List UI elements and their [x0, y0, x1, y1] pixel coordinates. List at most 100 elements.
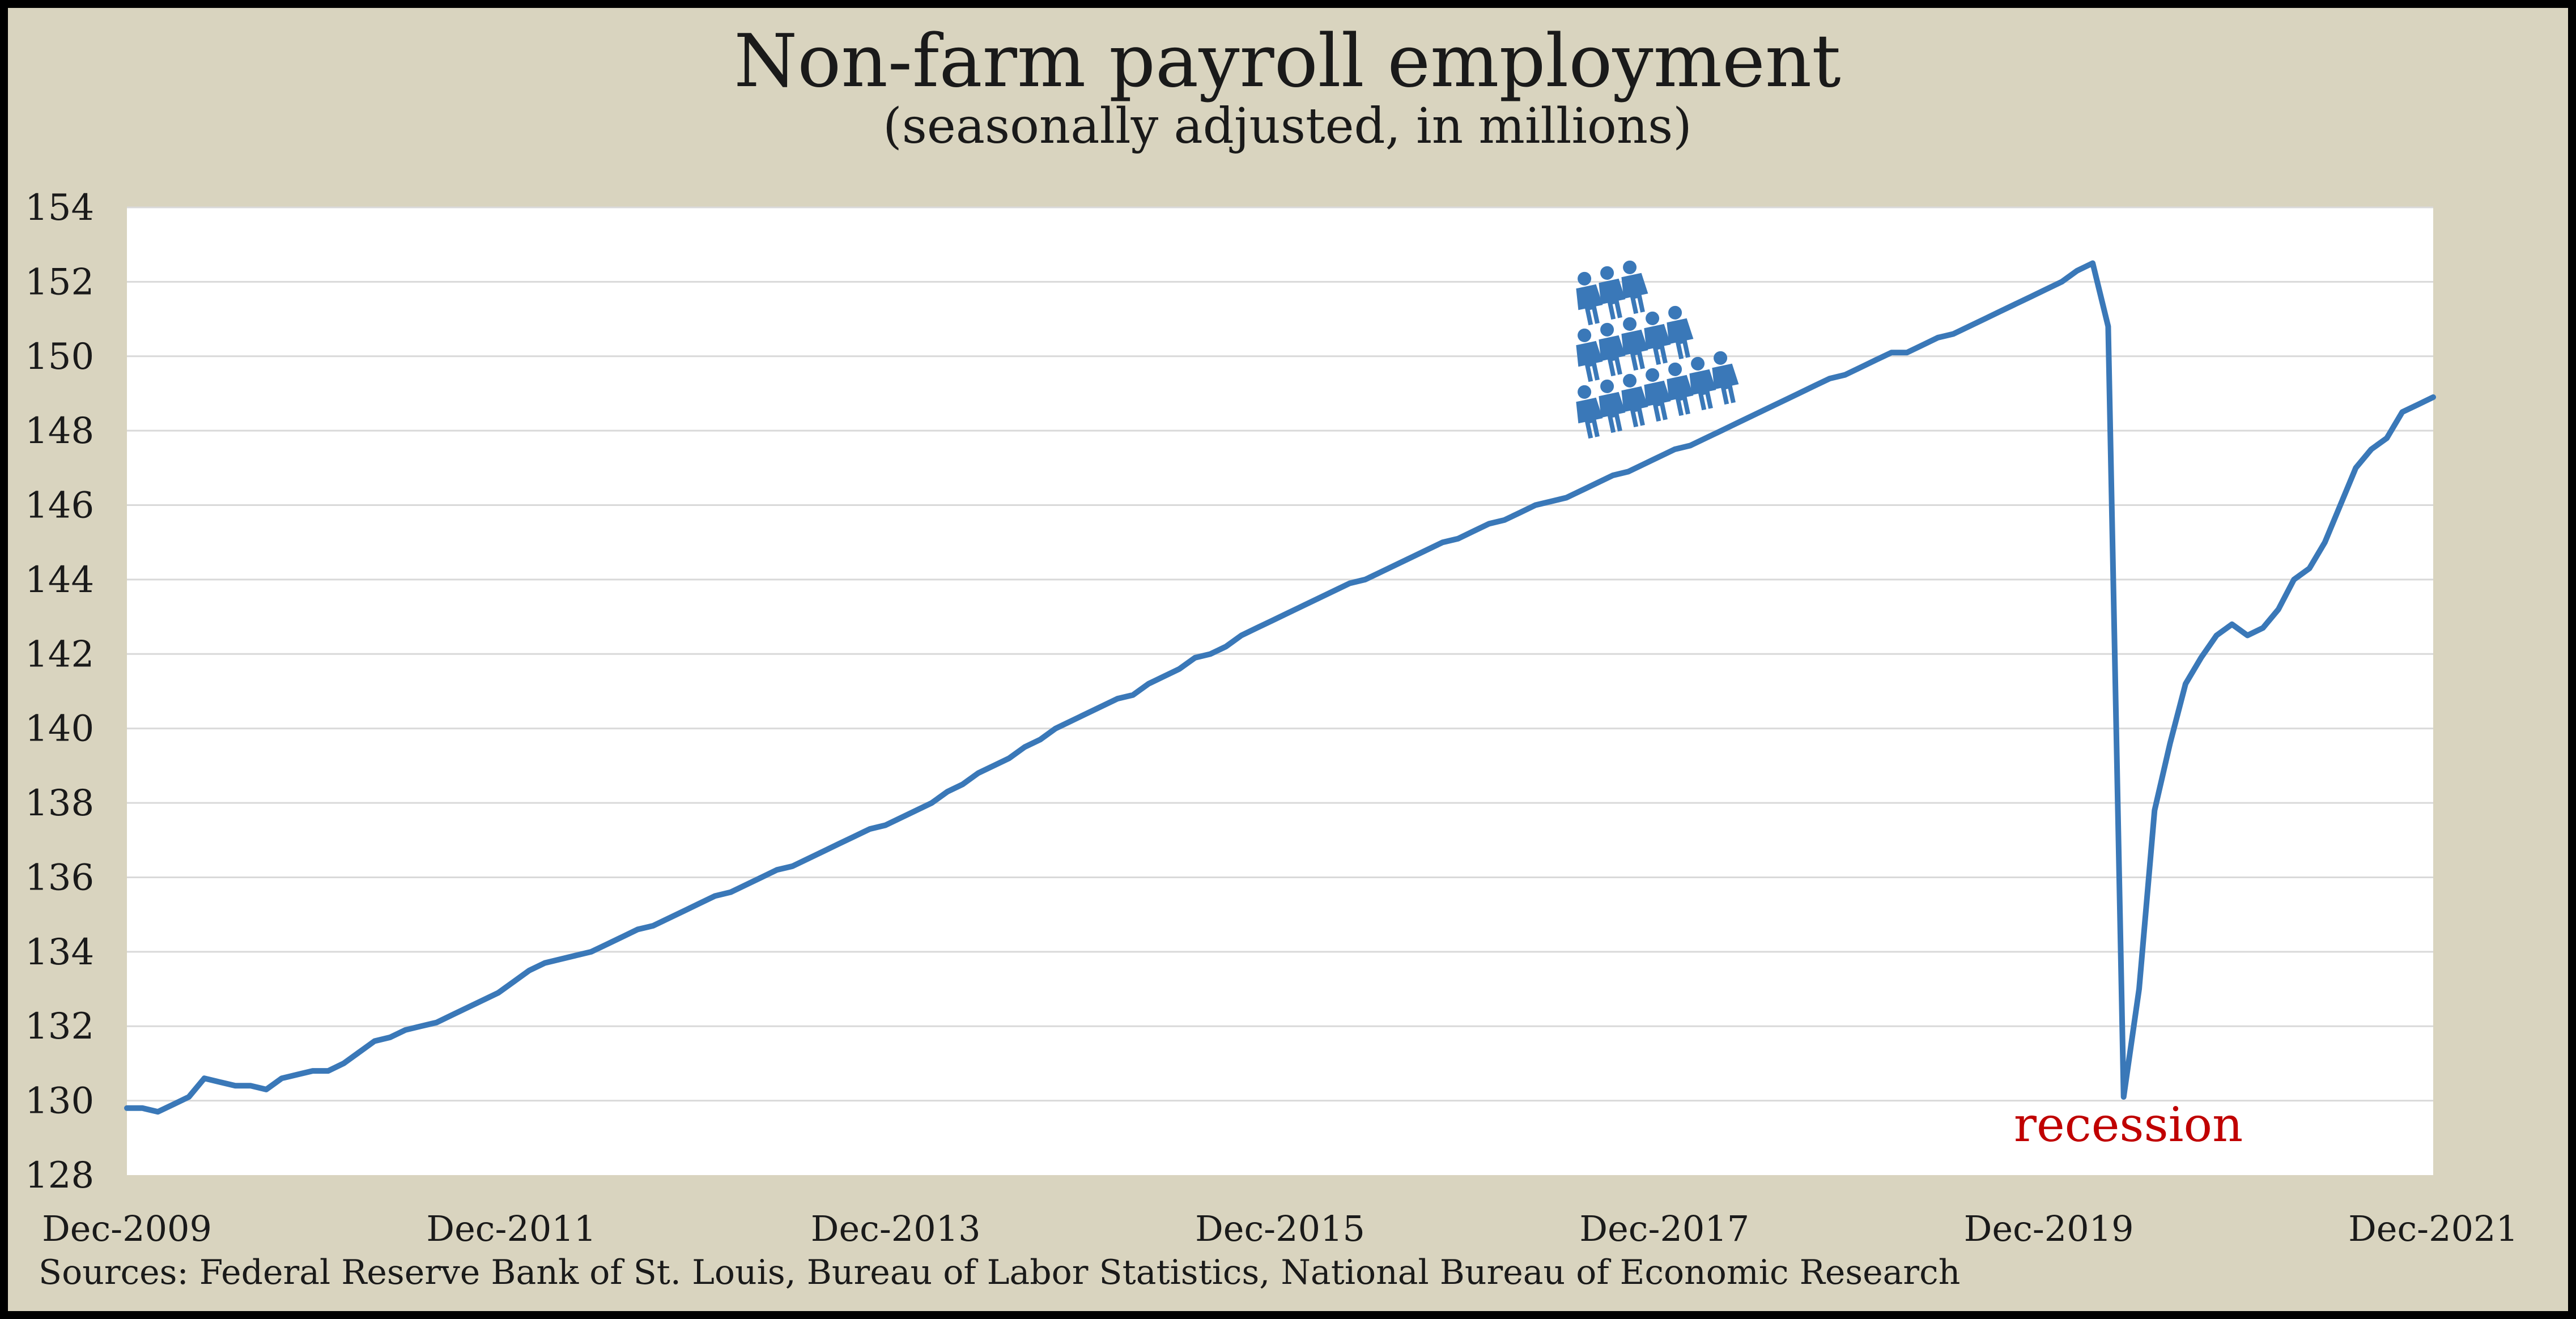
data-point	[744, 883, 748, 887]
data-point	[1472, 529, 1476, 533]
data-point	[1533, 503, 1537, 507]
data-point	[1859, 365, 1863, 369]
data-point	[1239, 633, 1243, 637]
data-point	[899, 816, 903, 820]
data-point	[1781, 399, 1785, 403]
person-icon	[1667, 305, 1694, 360]
data-point	[852, 835, 856, 839]
data-point	[930, 801, 934, 805]
plot-area	[127, 207, 2433, 1175]
data-point	[1766, 406, 1770, 410]
y-tick-label: 150	[25, 336, 94, 378]
data-point	[2153, 809, 2157, 812]
data-point	[1580, 488, 1584, 492]
data-point	[1085, 712, 1089, 716]
data-point	[1797, 392, 1801, 395]
data-point	[1255, 626, 1259, 630]
data-point	[1394, 563, 1398, 567]
y-tick-label: 130	[25, 1080, 94, 1122]
data-point	[2060, 280, 2064, 284]
data-point	[419, 1024, 423, 1028]
data-point	[698, 901, 702, 905]
data-point	[1982, 317, 1986, 321]
data-point	[2013, 302, 2017, 306]
x-tick-label: Dec-2015	[1195, 1208, 1365, 1249]
data-point	[2230, 622, 2234, 626]
data-point	[1008, 756, 1011, 760]
data-point	[543, 961, 547, 965]
x-tick-label: Dec-2021	[2348, 1208, 2518, 1249]
data-point	[2323, 541, 2327, 544]
data-point	[1642, 462, 1646, 466]
data-point	[2122, 1095, 2126, 1099]
person-icon	[1576, 328, 1603, 382]
gridlines	[127, 206, 2433, 1102]
data-point	[729, 890, 733, 894]
data-point	[2199, 656, 2203, 660]
data-point	[1440, 541, 1444, 544]
y-tick-label: 142	[25, 633, 94, 675]
person-icon	[1599, 266, 1626, 320]
data-point	[2029, 295, 2033, 299]
data-point	[2261, 626, 2265, 630]
data-point	[574, 954, 578, 958]
x-axis-ticks: Dec-2009 Dec-2011 Dec-2013 Dec-2015 Dec-2017…	[42, 1208, 2518, 1249]
data-point	[1890, 351, 1893, 355]
x-tick-label: Dec-2019	[1964, 1208, 2134, 1249]
data-point	[2184, 682, 2187, 686]
data-point	[1162, 674, 1166, 678]
data-point	[1178, 667, 1181, 671]
data-point	[2385, 436, 2389, 440]
y-tick-label: 154	[25, 187, 94, 229]
data-point	[388, 1035, 392, 1039]
data-point	[915, 809, 919, 812]
data-point	[233, 1084, 237, 1088]
data-point	[775, 868, 779, 872]
x-tick-label: Dec-2013	[811, 1208, 981, 1249]
data-point	[311, 1069, 314, 1073]
data-point	[945, 790, 949, 794]
data-point	[1735, 422, 1738, 425]
data-point	[1286, 611, 1290, 615]
data-point	[2339, 503, 2343, 507]
data-point	[837, 842, 841, 846]
data-point	[2168, 742, 2172, 745]
data-point	[1657, 455, 1661, 459]
data-point	[1270, 619, 1274, 623]
data-point	[125, 1106, 129, 1110]
y-tick-label: 132	[25, 1006, 94, 1048]
data-point	[822, 849, 826, 853]
data-point	[2432, 395, 2435, 399]
data-point	[295, 1073, 299, 1077]
person-icon	[1644, 311, 1671, 365]
people-group-icon	[1576, 260, 1739, 439]
data-point	[465, 1006, 469, 1010]
data-point	[1456, 537, 1460, 541]
data-point	[156, 1110, 160, 1114]
series-points	[125, 261, 2435, 1114]
data-point	[1518, 510, 1522, 514]
data-point	[2416, 403, 2420, 407]
data-point	[1053, 726, 1057, 730]
data-point	[620, 935, 624, 939]
data-point	[1952, 332, 1956, 336]
person-icon	[1576, 271, 1603, 326]
data-point	[1487, 522, 1491, 526]
data-point	[1812, 384, 1816, 388]
person-icon	[1599, 379, 1626, 433]
data-point	[2246, 633, 2250, 637]
data-point	[1379, 570, 1383, 574]
data-point	[2354, 466, 2358, 470]
data-point	[2137, 987, 2141, 991]
y-tick-label: 148	[25, 410, 94, 452]
data-point	[1936, 335, 1940, 339]
data-point	[976, 771, 980, 775]
data-point	[202, 1077, 206, 1080]
y-tick-label: 146	[25, 485, 94, 527]
data-point	[528, 968, 532, 972]
y-tick-label: 138	[25, 782, 94, 824]
person-icon	[1599, 322, 1626, 377]
data-point	[1100, 704, 1104, 708]
data-point	[667, 916, 670, 920]
